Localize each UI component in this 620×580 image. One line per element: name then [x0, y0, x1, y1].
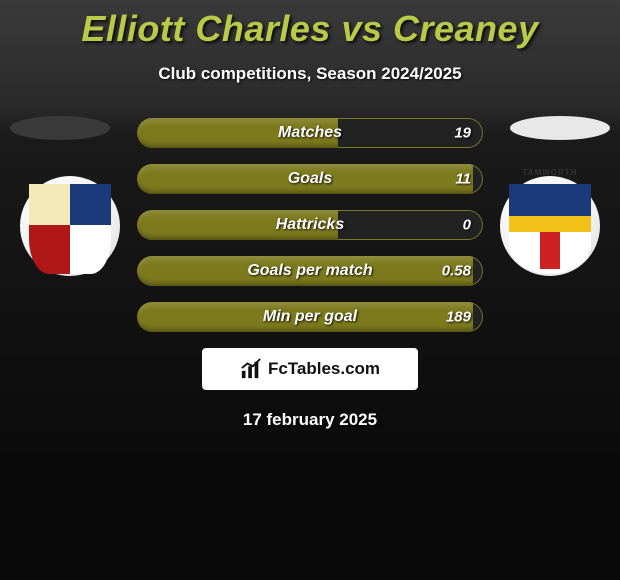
stat-row: Min per goal189 — [137, 302, 483, 332]
stat-label: Hattricks — [137, 216, 483, 234]
comparison-panel: TAMWORTH Matches19 Goals11 Hattricks0 Goals… — [0, 116, 620, 430]
page-title: Elliott Charles vs Creaney — [0, 0, 620, 50]
stat-label: Matches — [137, 124, 483, 142]
stat-row: Hattricks0 — [137, 210, 483, 240]
shield-icon: TAMWORTH — [509, 184, 591, 274]
right-player-ellipse — [510, 116, 610, 140]
left-player-ellipse — [10, 116, 110, 140]
stat-value: 0.58 — [442, 263, 471, 280]
snapshot-date: 17 february 2025 — [0, 410, 620, 430]
stat-row: Matches19 — [137, 118, 483, 148]
stat-value: 19 — [454, 125, 471, 142]
left-club-crest — [20, 176, 120, 276]
stat-label: Goals — [137, 170, 483, 188]
stat-value: 0 — [463, 217, 471, 234]
shield-icon — [29, 184, 111, 274]
stat-row: Goals11 — [137, 164, 483, 194]
branding-text: FcTables.com — [268, 359, 380, 379]
page-subtitle: Club competitions, Season 2024/2025 — [0, 64, 620, 84]
stat-label: Goals per match — [137, 262, 483, 280]
stat-value: 189 — [446, 309, 471, 326]
stat-bars: Matches19 Goals11 Hattricks0 Goals per matc… — [137, 116, 483, 332]
stat-label: Min per goal — [137, 308, 483, 326]
right-club-crest: TAMWORTH — [500, 176, 600, 276]
chart-icon — [240, 358, 262, 380]
branding-badge: FcTables.com — [202, 348, 418, 390]
stat-value: 11 — [455, 171, 471, 188]
stat-row: Goals per match0.58 — [137, 256, 483, 286]
